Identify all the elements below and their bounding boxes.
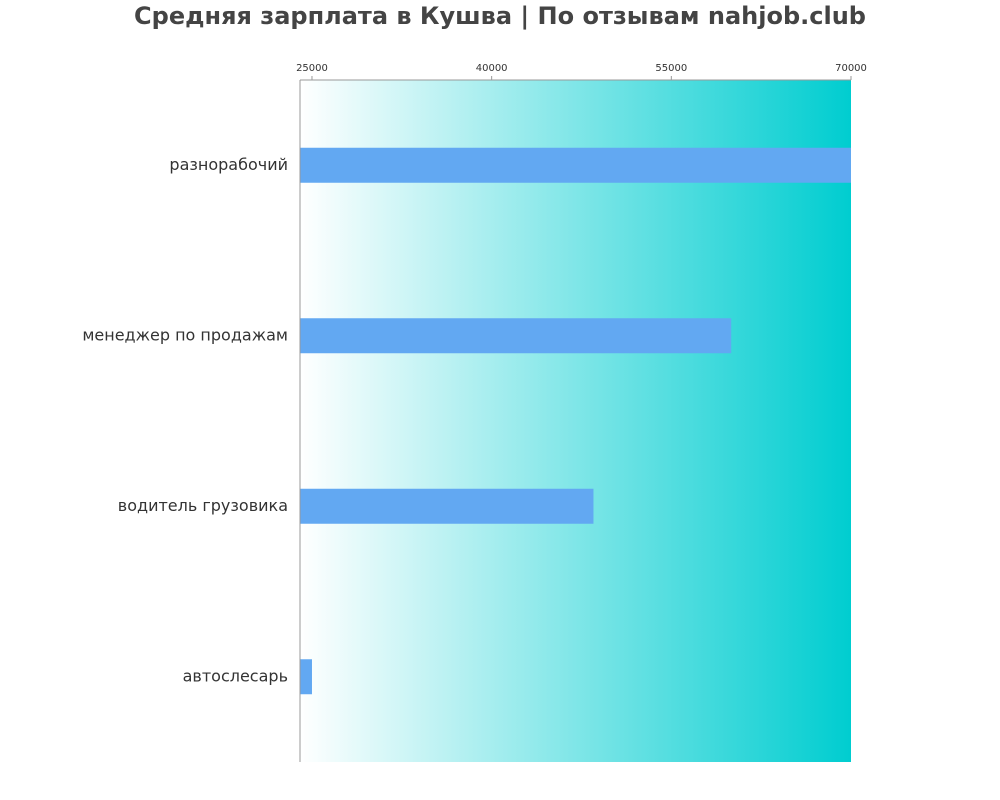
x-tick-label-2: 40000	[476, 63, 508, 74]
bars-layer	[300, 147, 851, 695]
bar-4	[300, 659, 312, 695]
chart-title: Средняя зарплата в Кушва | По отзывам na…	[134, 2, 866, 30]
x-tick-label-4: 70000	[835, 63, 867, 74]
bar-2	[300, 318, 732, 354]
x-ticks: 25000 40000 55000 70000	[296, 63, 867, 80]
x-tick-label-3: 55000	[655, 63, 687, 74]
bar-1	[300, 147, 851, 183]
x-tick-label-1: 25000	[296, 63, 328, 74]
category-label-4: автослесарь	[183, 666, 288, 685]
plot-background	[300, 80, 851, 762]
category-labels: разнорабочий менеджер по продажам водитель…	[82, 155, 288, 686]
bar-3	[300, 488, 594, 524]
category-label-1: разнорабочий	[169, 155, 288, 174]
category-label-2: менеджер по продажам	[82, 325, 288, 344]
category-label-3: водитель грузовика	[118, 496, 288, 515]
